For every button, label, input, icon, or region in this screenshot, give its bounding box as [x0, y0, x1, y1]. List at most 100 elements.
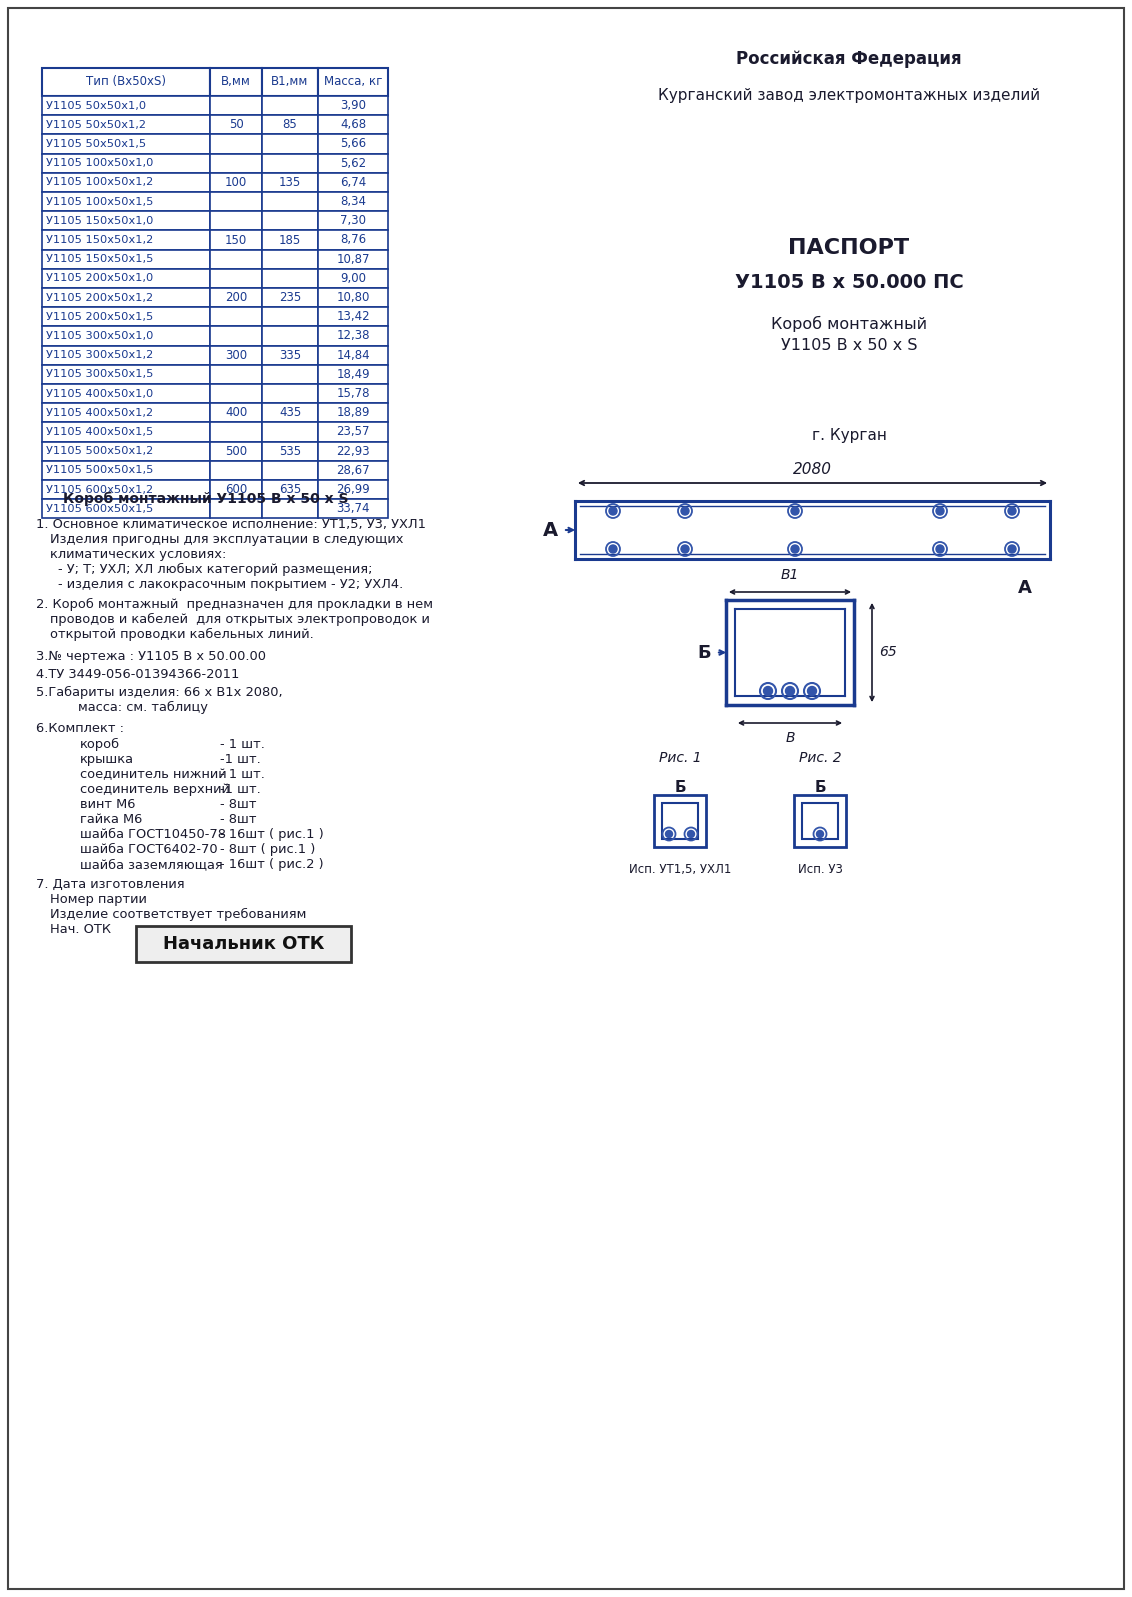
Text: У1105 В х 50 х S: У1105 В х 50 х S [781, 339, 917, 353]
Bar [211, 153, 261, 172]
Text: У1105 В х 50.000 ПС: У1105 В х 50.000 ПС [735, 273, 963, 292]
Bar [42, 115, 211, 134]
Bar [318, 500, 388, 519]
Bar [318, 172, 388, 192]
Bar [211, 422, 261, 442]
Text: В1,мм: В1,мм [272, 75, 309, 88]
Text: 3.№ чертежа : У1105 В х 50.00.00: 3.№ чертежа : У1105 В х 50.00.00 [36, 650, 266, 663]
Bar [42, 172, 211, 192]
Circle shape [1007, 545, 1017, 553]
Text: 435: 435 [278, 406, 301, 420]
Text: 1. Основное климатическое исполнение: УТ1,5, У3, УХЛ1: 1. Основное климатическое исполнение: УТ… [36, 517, 426, 530]
Bar [261, 96, 318, 115]
Text: Номер партии: Номер партии [50, 893, 147, 905]
Text: 535: 535 [278, 444, 301, 458]
Bar [261, 481, 318, 500]
Bar [261, 500, 318, 519]
Bar [42, 249, 211, 268]
Circle shape [786, 687, 795, 696]
Bar [261, 115, 318, 134]
Text: 10,80: 10,80 [336, 291, 370, 303]
Bar [261, 192, 318, 211]
Bar [318, 211, 388, 230]
Text: Короб монтажный: Короб монтажный [771, 316, 927, 332]
Circle shape [609, 506, 617, 514]
Bar [318, 96, 388, 115]
Bar [318, 422, 388, 442]
Text: Рис. 2: Рис. 2 [799, 751, 841, 765]
Bar [42, 287, 211, 307]
Bar [42, 462, 211, 481]
Bar [42, 230, 211, 249]
Bar [42, 134, 211, 153]
Text: 18,49: 18,49 [336, 367, 370, 382]
Circle shape [807, 687, 816, 696]
Bar [801, 803, 838, 838]
Text: В1: В1 [781, 569, 799, 581]
Bar [211, 287, 261, 307]
Bar [318, 69, 388, 96]
Bar [211, 192, 261, 211]
Text: 18,89: 18,89 [336, 406, 370, 420]
Bar [261, 69, 318, 96]
Bar [211, 134, 261, 153]
Bar [261, 442, 318, 462]
Text: крышка: крышка [80, 754, 134, 767]
Circle shape [687, 830, 695, 837]
Text: У1105 200х50х1,2: У1105 200х50х1,2 [46, 292, 153, 302]
Text: - 8шт: - 8шт [220, 798, 257, 811]
Text: соединитель нижний: соединитель нижний [80, 768, 226, 781]
Text: проводов и кабелей  для открытых электропроводок и: проводов и кабелей для открытых электроп… [50, 613, 430, 626]
Text: 15,78: 15,78 [336, 386, 370, 401]
Bar [211, 442, 261, 462]
Bar [318, 249, 388, 268]
Bar [211, 383, 261, 402]
Bar [211, 69, 261, 96]
Bar [318, 326, 388, 345]
Circle shape [936, 545, 944, 553]
Text: 85: 85 [283, 118, 298, 131]
Bar [318, 481, 388, 500]
Bar [211, 307, 261, 326]
Circle shape [681, 545, 689, 553]
Bar [42, 481, 211, 500]
Text: В,мм: В,мм [221, 75, 251, 88]
Bar [318, 115, 388, 134]
Circle shape [816, 830, 823, 837]
Text: -1 шт.: -1 шт. [220, 783, 260, 795]
Bar [261, 134, 318, 153]
Text: 2. Короб монтажный  предназначен для прокладки в нем: 2. Короб монтажный предназначен для прок… [36, 597, 434, 612]
Bar [211, 249, 261, 268]
Text: 13,42: 13,42 [336, 310, 370, 323]
Text: А: А [1018, 580, 1032, 597]
Text: Короб монтажный У1105 В х 50 х S: Короб монтажный У1105 В х 50 х S [63, 492, 349, 506]
Bar [42, 69, 211, 96]
Bar [42, 211, 211, 230]
Text: - 16шт ( рис.2 ): - 16шт ( рис.2 ) [220, 858, 324, 870]
Bar [318, 442, 388, 462]
Text: Б: Б [697, 644, 711, 661]
Text: масса: см. таблицу: масса: см. таблицу [78, 701, 208, 714]
Bar [42, 402, 211, 422]
Text: У1105 50х50х1,0: У1105 50х50х1,0 [46, 101, 146, 110]
Text: У1105 200х50х1,0: У1105 200х50х1,0 [46, 273, 153, 283]
Text: Б: Б [675, 779, 686, 795]
Text: Исп. У3: Исп. У3 [798, 862, 842, 877]
Text: 400: 400 [225, 406, 247, 420]
Text: 8,34: 8,34 [340, 195, 366, 208]
Circle shape [791, 545, 799, 553]
Bar [261, 211, 318, 230]
Bar [42, 442, 211, 462]
Text: 300: 300 [225, 348, 247, 361]
Text: Нач. ОТК: Нач. ОТК [50, 923, 111, 936]
Text: 3,90: 3,90 [340, 99, 366, 112]
Circle shape [936, 506, 944, 514]
Text: 5,66: 5,66 [340, 137, 366, 150]
Bar [261, 172, 318, 192]
Text: У1105 500х50х1,5: У1105 500х50х1,5 [46, 465, 153, 476]
Text: ПАСПОРТ: ПАСПОРТ [788, 238, 910, 259]
Text: У1105 150х50х1,5: У1105 150х50х1,5 [46, 254, 153, 264]
Bar [42, 383, 211, 402]
Text: 150: 150 [225, 233, 247, 246]
Circle shape [791, 506, 799, 514]
